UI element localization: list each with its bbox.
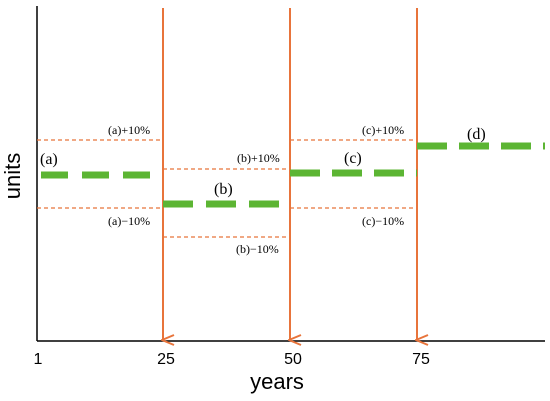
- x-axis-title: years: [250, 369, 304, 394]
- x-tick-75: 75: [412, 351, 430, 368]
- band-a-plus-label: (a)+10%: [108, 123, 150, 137]
- band-c-minus-label: (c)−10%: [362, 214, 404, 228]
- band-b-minus-label: (b)−10%: [236, 242, 279, 256]
- segment-d-label: (d): [467, 126, 486, 143]
- y-axis-title: units: [0, 153, 25, 199]
- x-tick-50: 50: [284, 351, 302, 368]
- band-b-plus-label: (b)+10%: [237, 151, 280, 165]
- segment-b-label: (b): [214, 181, 233, 198]
- x-tick-25: 25: [157, 351, 175, 368]
- band-a-minus-label: (a)−10%: [108, 214, 150, 228]
- x-tick-1: 1: [34, 351, 43, 368]
- band-c-plus-label: (c)+10%: [362, 123, 404, 137]
- segment-c-label: (c): [344, 150, 362, 167]
- segment-a-label: (a): [40, 151, 58, 168]
